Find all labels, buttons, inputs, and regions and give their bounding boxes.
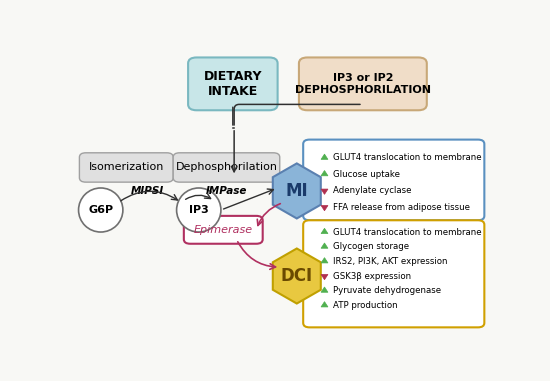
Text: GLUT4 translocation to membrane: GLUT4 translocation to membrane (333, 227, 482, 237)
Ellipse shape (79, 188, 123, 232)
Polygon shape (273, 163, 321, 218)
Text: Dephosphorilation: Dephosphorilation (175, 162, 277, 173)
Text: IP3 or IP2
DEPHOSPHORILATION: IP3 or IP2 DEPHOSPHORILATION (295, 73, 431, 94)
FancyBboxPatch shape (173, 153, 280, 182)
Polygon shape (321, 171, 328, 176)
FancyBboxPatch shape (188, 58, 278, 110)
FancyBboxPatch shape (299, 58, 427, 110)
Text: Glucose uptake: Glucose uptake (333, 170, 400, 179)
Polygon shape (321, 154, 328, 159)
Text: ATP production: ATP production (333, 301, 398, 310)
Text: G6P: G6P (88, 205, 113, 215)
Text: IMPase: IMPase (206, 186, 247, 196)
Text: GLUT4 translocation to membrane: GLUT4 translocation to membrane (333, 153, 482, 162)
Polygon shape (321, 228, 328, 234)
Text: DCI: DCI (280, 267, 313, 285)
Polygon shape (321, 302, 328, 307)
Text: MI: MI (285, 182, 308, 200)
Text: MIPSI: MIPSI (131, 186, 164, 196)
Text: GSK3β expression: GSK3β expression (333, 272, 411, 280)
Text: Glycogen storage: Glycogen storage (333, 242, 409, 251)
Polygon shape (321, 189, 328, 194)
FancyBboxPatch shape (303, 139, 485, 220)
Polygon shape (321, 258, 328, 263)
Text: IP3: IP3 (189, 205, 208, 215)
FancyBboxPatch shape (79, 153, 173, 182)
Text: DIETARY
INTAKE: DIETARY INTAKE (204, 70, 262, 98)
Polygon shape (273, 248, 321, 304)
Polygon shape (321, 205, 328, 211)
Polygon shape (321, 243, 328, 248)
FancyBboxPatch shape (303, 220, 485, 327)
Text: Adenylate cyclase: Adenylate cyclase (333, 186, 411, 195)
Text: Pyruvate dehydrogenase: Pyruvate dehydrogenase (333, 286, 441, 295)
Polygon shape (321, 287, 328, 292)
Text: Isomerization: Isomerization (89, 162, 164, 173)
Text: IRS2, PI3K, AKT expression: IRS2, PI3K, AKT expression (333, 257, 448, 266)
Text: FFA release from adipose tissue: FFA release from adipose tissue (333, 203, 470, 211)
Text: Epimerase: Epimerase (194, 225, 253, 235)
Ellipse shape (177, 188, 221, 232)
FancyBboxPatch shape (184, 216, 263, 244)
Polygon shape (321, 274, 328, 280)
